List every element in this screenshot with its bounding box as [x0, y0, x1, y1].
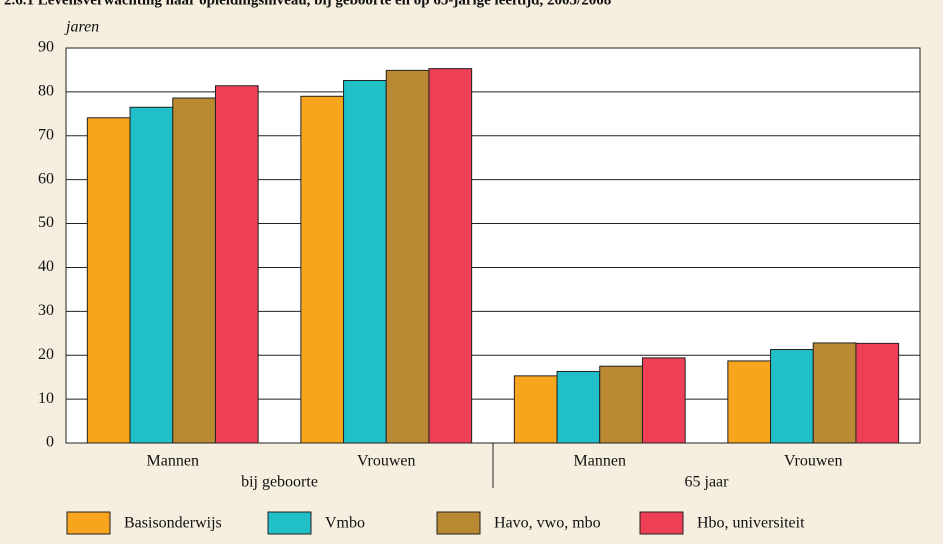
- y-tick-label: 70: [38, 126, 54, 143]
- bar: [556, 370, 601, 444]
- y-tick-label: 90: [38, 39, 54, 56]
- bar: [214, 85, 259, 444]
- bar: [343, 79, 387, 444]
- group-label: bij geboorte: [241, 474, 318, 491]
- chart-title: 2.6.1 Levensverwachting naar opleidingsn…: [4, 0, 611, 8]
- bar: [727, 360, 772, 444]
- x-tick-label: Mannen: [147, 453, 199, 470]
- y-tick-label: 0: [46, 434, 54, 451]
- x-tick-label: Mannen: [574, 453, 626, 470]
- legend-swatch: [66, 511, 111, 535]
- bar: [428, 68, 473, 444]
- y-tick-label: 80: [38, 83, 54, 100]
- group-label: 65 jaar: [685, 474, 730, 491]
- legend-label: Havo, vwo, mbo: [494, 515, 601, 532]
- bar: [172, 97, 216, 444]
- legend-swatch: [436, 511, 481, 535]
- x-tick-label: Vrouwen: [784, 453, 843, 470]
- y-tick-label: 40: [38, 258, 54, 275]
- bar: [770, 349, 814, 444]
- y-tick-label: 50: [38, 214, 54, 231]
- y-tick-label: 10: [38, 390, 54, 407]
- legend-label: Vmbo: [325, 515, 365, 532]
- bar: [641, 357, 686, 444]
- bar: [385, 69, 430, 444]
- bar: [129, 106, 174, 444]
- legend-label: Basisonderwijs: [124, 515, 222, 532]
- legend-swatch: [639, 511, 684, 535]
- bar: [86, 117, 131, 444]
- x-tick-label: Vrouwen: [357, 453, 416, 470]
- y-tick-label: 30: [38, 302, 54, 319]
- y-axis-label: jaren: [64, 19, 99, 36]
- bar: [513, 375, 558, 444]
- legend-swatch: [267, 511, 312, 535]
- bar: [855, 342, 900, 444]
- bar: [599, 365, 643, 444]
- y-tick-label: 20: [38, 346, 54, 363]
- y-tick-label: 60: [38, 170, 54, 187]
- bar: [300, 95, 345, 444]
- bar: [812, 342, 857, 444]
- legend-label: Hbo, universiteit: [697, 515, 805, 532]
